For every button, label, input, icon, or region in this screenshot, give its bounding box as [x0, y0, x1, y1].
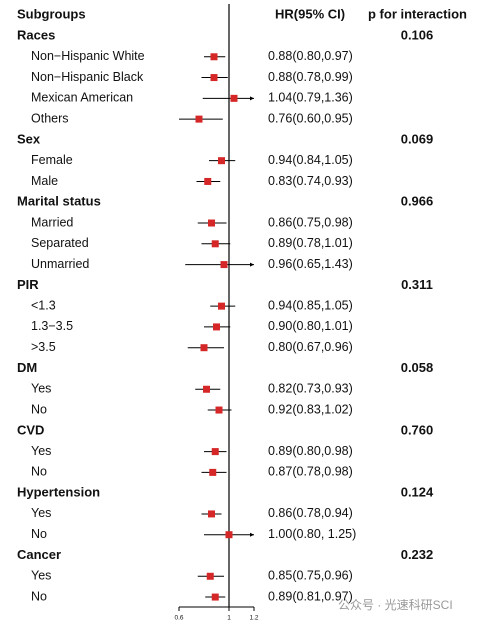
- hr-ci-label: 0.94(0.84,1.05): [268, 153, 353, 167]
- subgroup-label: No: [31, 589, 47, 603]
- group-name: Marital status: [17, 194, 101, 209]
- subgroup-label: No: [31, 527, 47, 541]
- group-name: Sex: [17, 131, 41, 146]
- hr-ci-label: 0.89(0.80,0.98): [268, 444, 353, 458]
- watermark: 公众号 · 光速科研SCI: [338, 598, 453, 612]
- hr-point: [211, 593, 219, 601]
- hr-point: [218, 157, 225, 165]
- hr-point: [211, 240, 219, 248]
- hr-ci-label: 0.80(0.67,0.96): [268, 340, 353, 354]
- subgroup-label: Yes: [31, 506, 51, 520]
- hr-point: [211, 448, 219, 456]
- group-name: DM: [17, 360, 37, 375]
- subgroup-label: Separated: [31, 236, 89, 250]
- subgroup-label: Non−Hispanic White: [31, 49, 145, 63]
- hr-point: [195, 115, 203, 123]
- p-interaction: 0.058: [401, 360, 434, 375]
- hr-point: [208, 219, 215, 227]
- subgroup-label: Yes: [31, 382, 51, 396]
- subgroup-label: >3.5: [31, 340, 56, 354]
- ci-arrow: [250, 262, 254, 267]
- hr-ci-label: 0.83(0.74,0.93): [268, 174, 353, 188]
- group-name: Cancer: [17, 547, 61, 562]
- hr-point: [200, 344, 208, 352]
- subgroup-label: 1.3−3.5: [31, 319, 73, 333]
- subgroup-label: Non−Hispanic Black: [31, 70, 144, 84]
- subgroup-label: No: [31, 402, 47, 416]
- hr-ci-label: 0.88(0.80,0.97): [268, 49, 353, 63]
- p-interaction: 0.069: [401, 131, 434, 146]
- hr-point: [210, 74, 218, 82]
- hr-point: [218, 302, 225, 310]
- x-tick-label: 1: [227, 615, 231, 622]
- p-interaction: 0.760: [401, 422, 434, 437]
- hr-ci-label: 0.88(0.78,0.99): [268, 70, 353, 84]
- subgroup-label: No: [31, 465, 47, 479]
- hr-ci-label: 0.96(0.65,1.43): [268, 257, 353, 271]
- ci-arrow: [250, 96, 254, 101]
- column-header: HR(95% CI): [275, 6, 345, 21]
- hr-ci-label: 0.89(0.81,0.97): [268, 589, 353, 603]
- p-interaction: 0.311: [401, 277, 433, 292]
- hr-ci-label: 1.04(0.79,1.36): [268, 91, 353, 105]
- group-name: PIR: [17, 277, 39, 292]
- group-name: CVD: [17, 422, 44, 437]
- p-interaction: 0.232: [401, 547, 434, 562]
- hr-ci-label: 0.92(0.83,1.02): [268, 402, 353, 416]
- hr-point: [206, 572, 214, 580]
- hr-ci-label: 0.90(0.80,1.01): [268, 319, 353, 333]
- column-header: p for interaction: [368, 6, 467, 21]
- hr-ci-label: 0.89(0.78,1.01): [268, 236, 353, 250]
- group-name: Hypertension: [17, 485, 100, 500]
- hr-point: [208, 510, 215, 518]
- subgroup-label: Male: [31, 174, 58, 188]
- subgroup-label: Others: [31, 111, 69, 125]
- group-name: Races: [17, 27, 55, 42]
- hr-ci-label: 0.86(0.75,0.98): [268, 215, 353, 229]
- subgroup-label: <1.3: [31, 298, 56, 312]
- subgroup-label: Yes: [31, 569, 51, 583]
- hr-ci-label: 1.00(0.80, 1.25): [268, 527, 356, 541]
- hr-point: [204, 177, 212, 185]
- subgroup-label: Unmarried: [31, 257, 89, 271]
- p-interaction: 0.124: [401, 485, 434, 500]
- hr-ci-label: 0.94(0.85,1.05): [268, 298, 353, 312]
- hr-ci-label: 0.85(0.75,0.96): [268, 569, 353, 583]
- hr-point: [230, 94, 238, 102]
- hr-ci-label: 0.87(0.78,0.98): [268, 465, 353, 479]
- p-interaction: 0.106: [401, 27, 434, 42]
- hr-point: [203, 385, 210, 393]
- hr-point: [209, 468, 217, 476]
- hr-point: [225, 531, 233, 539]
- p-interaction: 0.966: [401, 194, 434, 209]
- hr-point: [210, 53, 218, 61]
- hr-ci-label: 0.76(0.60,0.95): [268, 111, 353, 125]
- ci-arrow: [250, 532, 254, 537]
- subgroup-label: Female: [31, 153, 73, 167]
- subgroup-label: Yes: [31, 444, 51, 458]
- hr-point: [220, 261, 228, 269]
- hr-point: [215, 406, 223, 414]
- subgroup-label: Mexican American: [31, 91, 133, 105]
- hr-point: [213, 323, 220, 331]
- x-tick-label: 0.6: [174, 615, 183, 622]
- x-tick-label: 1.2: [249, 615, 258, 622]
- hr-ci-label: 0.86(0.78,0.94): [268, 506, 353, 520]
- hr-ci-label: 0.82(0.73,0.93): [268, 382, 353, 396]
- column-header: Subgroups: [17, 6, 86, 21]
- subgroup-label: Married: [31, 215, 73, 229]
